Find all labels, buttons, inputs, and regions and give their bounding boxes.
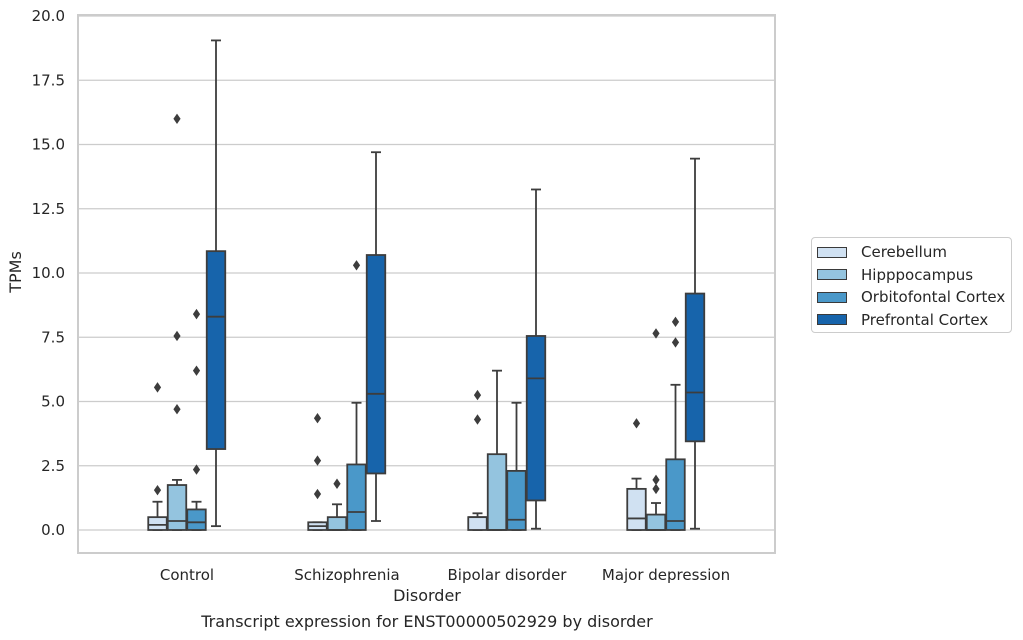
box-plot-cerebellum bbox=[147, 382, 168, 531]
box-plot-orbitofontal-cortex bbox=[346, 260, 367, 531]
legend-swatch-prefrontal-cortex bbox=[817, 314, 847, 326]
outlier-point bbox=[652, 328, 660, 339]
legend-label-hippocampus: Hipppocampus bbox=[861, 265, 974, 284]
outlier-point bbox=[173, 113, 181, 124]
outlier-point bbox=[313, 455, 322, 466]
outlier-point bbox=[192, 365, 201, 376]
box-iqr bbox=[626, 487, 647, 531]
outlier-point bbox=[313, 413, 322, 424]
box-plot-cerebellum bbox=[626, 418, 647, 531]
y-tick-label: 5.0 bbox=[41, 393, 65, 411]
outlier-point bbox=[652, 483, 660, 495]
y-tick-label: 15.0 bbox=[32, 136, 65, 154]
legend-item-hippocampus: Hipppocampus bbox=[817, 264, 1011, 287]
box-iqr bbox=[186, 508, 207, 531]
box-plot-prefrontal-cortex bbox=[205, 39, 227, 528]
legend: Cerebellum Hipppocampus Orbitofontal Cor… bbox=[811, 237, 1012, 333]
x-axis-tick-labels: Control Schizophrenia Bipolar disorder Majo… bbox=[160, 566, 730, 584]
box-plot-hipppocampus bbox=[645, 328, 667, 531]
outlier-point bbox=[652, 474, 660, 486]
outlier-point bbox=[173, 404, 181, 415]
legend-item-cerebellum: Cerebellum bbox=[817, 241, 1011, 264]
box-plot-orbitofontal-cortex bbox=[665, 316, 686, 531]
box-iqr bbox=[665, 458, 686, 531]
box-plot-hipppocampus bbox=[326, 478, 348, 531]
outlier-point bbox=[313, 488, 322, 500]
box-iqr bbox=[365, 254, 387, 475]
y-tick-label: 0.0 bbox=[41, 521, 65, 539]
y-tick-label: 2.5 bbox=[41, 457, 65, 475]
box-plot-cerebellum bbox=[307, 413, 328, 531]
outlier-point bbox=[192, 464, 201, 475]
outlier-point bbox=[153, 484, 162, 496]
box-plot-prefrontal-cortex bbox=[684, 157, 706, 530]
box-iqr bbox=[645, 513, 667, 531]
box-iqr bbox=[205, 250, 227, 450]
x-tick-label: Bipolar disorder bbox=[448, 566, 568, 584]
box-iqr bbox=[467, 516, 488, 531]
y-tick-label: 10.0 bbox=[32, 264, 65, 282]
box-iqr bbox=[525, 335, 547, 502]
box-plot-prefrontal-cortex bbox=[365, 151, 387, 522]
y-tick-label: 20.0 bbox=[32, 7, 65, 25]
box-iqr bbox=[506, 469, 527, 531]
box-iqr bbox=[346, 463, 367, 531]
legend-label-orbitofrontal-cortex: Orbitofontal Cortex bbox=[861, 288, 1006, 307]
legend-swatch-hippocampus bbox=[817, 269, 847, 281]
box-iqr bbox=[684, 292, 706, 443]
legend-swatch-orbitofrontal-cortex bbox=[817, 291, 847, 303]
box-iqr bbox=[326, 516, 348, 531]
outlier-point bbox=[333, 478, 341, 489]
y-axis-title: TPMs bbox=[6, 251, 25, 294]
box-iqr bbox=[486, 453, 508, 531]
outlier-point bbox=[192, 308, 201, 320]
y-tick-label: 12.5 bbox=[32, 200, 65, 218]
outlier-point bbox=[153, 382, 162, 393]
outlier-point bbox=[173, 330, 181, 342]
box-plot-orbitofontal-cortex bbox=[186, 308, 207, 531]
y-axis-tick-labels: 0.0 2.5 5.0 7.5 10.0 12.5 15.0 17.5 20.0 bbox=[32, 7, 65, 539]
chart-title: Transcript expression for ENST0000050292… bbox=[200, 612, 653, 631]
box-plot-hipppocampus bbox=[166, 113, 188, 531]
outlier-point bbox=[671, 316, 680, 328]
x-tick-label: Control bbox=[160, 566, 214, 584]
box-plot-orbitofontal-cortex bbox=[506, 401, 527, 531]
y-tick-label: 17.5 bbox=[32, 71, 65, 89]
outlier-point bbox=[671, 337, 680, 348]
outlier-point bbox=[473, 414, 482, 425]
legend-label-cerebellum: Cerebellum bbox=[861, 243, 947, 262]
legend-item-prefrontal-cortex: Prefrontal Cortex bbox=[817, 309, 1011, 332]
x-tick-label: Major depression bbox=[602, 566, 730, 584]
box-plot-prefrontal-cortex bbox=[525, 188, 547, 530]
box-iqr bbox=[166, 484, 188, 531]
x-axis-title: Disorder bbox=[393, 586, 461, 605]
x-tick-label: Schizophrenia bbox=[294, 566, 399, 584]
outlier-point bbox=[352, 260, 361, 271]
box-series bbox=[147, 39, 706, 531]
box-plot-cerebellum bbox=[467, 389, 488, 531]
plot-frame bbox=[77, 14, 776, 554]
legend-item-orbitofrontal-cortex: Orbitofontal Cortex bbox=[817, 286, 1011, 309]
outlier-point bbox=[632, 418, 641, 429]
box-iqr bbox=[147, 516, 168, 531]
legend-swatch-cerebellum bbox=[817, 246, 847, 258]
box-plot-hipppocampus bbox=[486, 369, 508, 531]
y-tick-label: 7.5 bbox=[41, 328, 65, 346]
grid-lines bbox=[78, 15, 775, 531]
legend-label-prefrontal-cortex: Prefrontal Cortex bbox=[861, 310, 989, 329]
outlier-point bbox=[473, 389, 482, 401]
